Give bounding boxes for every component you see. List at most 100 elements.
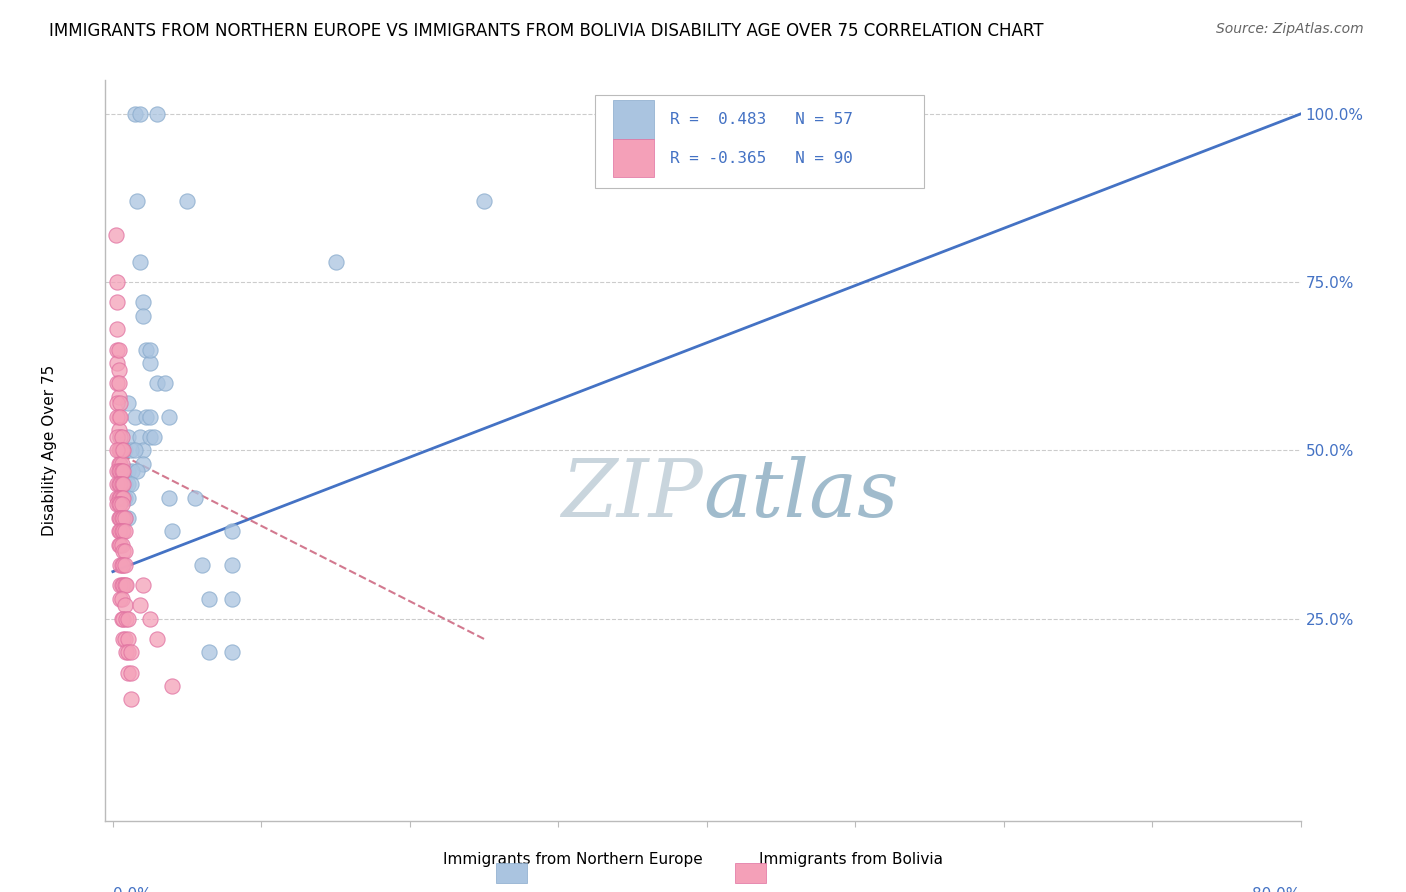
- Point: [191, 558, 214, 572]
- Point: [105, 491, 128, 505]
- Point: [112, 558, 135, 572]
- Point: [112, 510, 135, 524]
- Point: [120, 692, 142, 706]
- Point: [146, 376, 169, 391]
- Point: [472, 194, 495, 209]
- Point: [115, 612, 138, 626]
- Point: [111, 578, 134, 592]
- Point: [114, 477, 136, 491]
- Point: [121, 464, 143, 478]
- Point: [111, 430, 134, 444]
- Point: [110, 430, 132, 444]
- Point: [114, 544, 136, 558]
- Text: 0.0%: 0.0%: [112, 888, 152, 892]
- Point: [114, 510, 136, 524]
- Point: [111, 464, 134, 478]
- Point: [120, 477, 142, 491]
- Point: [125, 194, 148, 209]
- Point: [114, 524, 136, 539]
- Point: [110, 443, 132, 458]
- Point: [111, 491, 134, 505]
- Point: [128, 107, 150, 121]
- Point: [110, 510, 132, 524]
- Point: [108, 477, 131, 491]
- Text: Source: ZipAtlas.com: Source: ZipAtlas.com: [1216, 22, 1364, 37]
- Point: [114, 632, 136, 646]
- Point: [139, 430, 162, 444]
- Point: [124, 409, 146, 424]
- Point: [112, 477, 135, 491]
- Point: [110, 477, 132, 491]
- Point: [108, 409, 131, 424]
- Text: Immigrants from Northern Europe: Immigrants from Northern Europe: [443, 852, 703, 867]
- Point: [110, 464, 132, 478]
- Point: [120, 665, 142, 680]
- Point: [105, 477, 128, 491]
- Point: [105, 464, 128, 478]
- Point: [112, 612, 135, 626]
- Point: [111, 524, 134, 539]
- Point: [105, 443, 128, 458]
- Point: [221, 645, 243, 659]
- Point: [105, 430, 128, 444]
- Point: [108, 457, 131, 471]
- Point: [111, 538, 134, 552]
- Point: [111, 497, 134, 511]
- Point: [112, 632, 135, 646]
- Point: [114, 464, 136, 478]
- Point: [114, 443, 136, 458]
- Point: [111, 510, 134, 524]
- Point: [120, 645, 142, 659]
- Point: [108, 538, 131, 552]
- Point: [135, 343, 157, 357]
- Point: [110, 538, 132, 552]
- Text: 80.0%: 80.0%: [1253, 888, 1301, 892]
- Point: [110, 464, 132, 478]
- Point: [105, 396, 128, 410]
- Text: IMMIGRANTS FROM NORTHERN EUROPE VS IMMIGRANTS FROM BOLIVIA DISABILITY AGE OVER 7: IMMIGRANTS FROM NORTHERN EUROPE VS IMMIG…: [49, 22, 1043, 40]
- Point: [128, 255, 150, 269]
- Point: [105, 497, 128, 511]
- Point: [110, 430, 132, 444]
- Point: [198, 645, 221, 659]
- Point: [162, 524, 184, 539]
- Point: [221, 591, 243, 606]
- FancyBboxPatch shape: [613, 100, 654, 139]
- Point: [153, 376, 176, 391]
- Point: [108, 524, 131, 539]
- Point: [110, 457, 132, 471]
- Y-axis label: Disability Age Over 75: Disability Age Over 75: [42, 365, 56, 536]
- Point: [131, 295, 153, 310]
- Point: [117, 632, 139, 646]
- Point: [114, 558, 136, 572]
- Point: [105, 322, 128, 336]
- Point: [183, 491, 205, 505]
- Point: [112, 544, 135, 558]
- Point: [105, 295, 128, 310]
- Point: [110, 558, 132, 572]
- Point: [221, 524, 243, 539]
- Point: [112, 464, 135, 478]
- Point: [124, 443, 146, 458]
- Point: [117, 665, 139, 680]
- Point: [157, 491, 180, 505]
- Point: [104, 228, 127, 243]
- Point: [117, 396, 139, 410]
- Point: [198, 591, 221, 606]
- Point: [108, 390, 131, 404]
- Point: [114, 491, 136, 505]
- Point: [139, 409, 162, 424]
- Text: R =  0.483   N = 57: R = 0.483 N = 57: [669, 112, 852, 127]
- Point: [117, 612, 139, 626]
- Point: [325, 255, 347, 269]
- Point: [110, 477, 132, 491]
- Point: [111, 612, 134, 626]
- Point: [139, 356, 162, 370]
- Point: [114, 578, 136, 592]
- Text: atlas: atlas: [703, 456, 898, 533]
- Point: [114, 510, 136, 524]
- Point: [108, 362, 131, 376]
- Point: [110, 497, 132, 511]
- Point: [146, 632, 169, 646]
- Point: [117, 491, 139, 505]
